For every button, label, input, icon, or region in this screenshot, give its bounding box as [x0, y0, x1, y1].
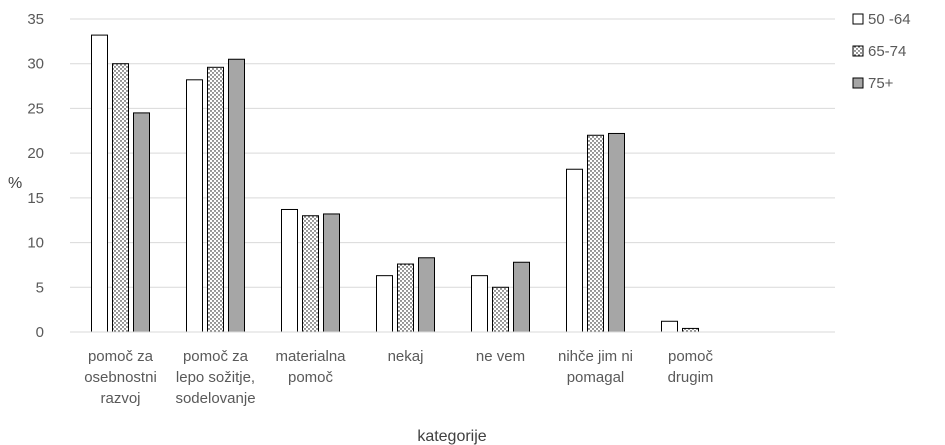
x-axis-label: kategorije	[417, 428, 486, 445]
x-category-label: pomagal	[567, 369, 625, 386]
bar	[513, 261, 530, 333]
bar	[661, 320, 678, 333]
x-category-label: drugim	[668, 369, 714, 386]
bar	[112, 63, 129, 333]
x-category-label: razvoj	[100, 390, 140, 407]
bar	[186, 79, 203, 333]
bar	[323, 213, 340, 333]
legend-label: 75+	[868, 75, 894, 92]
y-tick-label: 30	[27, 56, 44, 73]
x-category-label: materialna	[275, 348, 346, 365]
y-axis-ticks: 0 5 10 15 20 25 30 35	[27, 11, 44, 341]
bar	[91, 34, 108, 333]
y-tick-label: 10	[27, 235, 44, 252]
x-category-label: pomoč za	[88, 348, 154, 365]
x-axis-categories: pomoč za osebnostni razvoj pomoč za lepo sož…	[84, 348, 713, 407]
x-category-label: pomoč za	[183, 348, 249, 365]
x-category-label: pomoč	[288, 369, 334, 386]
bar	[587, 134, 604, 333]
y-tick-label: 5	[36, 279, 44, 296]
bar	[471, 275, 488, 333]
legend-swatch	[852, 45, 864, 57]
x-category-label: nihče jim ni	[558, 348, 633, 365]
x-category-label: ne vem	[476, 348, 525, 365]
y-tick-label: 25	[27, 100, 44, 117]
bar	[397, 263, 414, 333]
bars	[91, 34, 699, 333]
gridlines	[70, 18, 835, 288]
x-category-label: osebnostni	[84, 369, 157, 386]
bar	[228, 58, 245, 333]
bar	[133, 112, 150, 333]
bar	[566, 168, 583, 333]
legend-label: 50 -64	[868, 11, 911, 28]
bar	[682, 327, 699, 333]
y-tick-label: 0	[36, 324, 44, 341]
bar	[418, 257, 435, 333]
y-tick-label: 20	[27, 145, 44, 162]
y-tick-label: 35	[27, 11, 44, 28]
x-category-label: pomoč	[668, 348, 714, 365]
bar	[302, 215, 319, 333]
legend-swatch	[852, 13, 864, 25]
legend-label: 65-74	[868, 43, 906, 60]
bar	[492, 286, 509, 333]
legend-swatch	[852, 77, 864, 89]
bar	[207, 66, 224, 333]
x-category-label: sodelovanje	[175, 390, 255, 407]
bar	[608, 132, 625, 333]
bar	[281, 208, 298, 333]
x-category-label: lepo sožitje,	[176, 369, 255, 386]
y-axis-label: %	[8, 175, 22, 192]
y-tick-label: 15	[27, 190, 44, 207]
x-category-label: nekaj	[388, 348, 424, 365]
legend: 50 -64 65-74 75+	[852, 11, 911, 92]
bar	[376, 275, 393, 333]
